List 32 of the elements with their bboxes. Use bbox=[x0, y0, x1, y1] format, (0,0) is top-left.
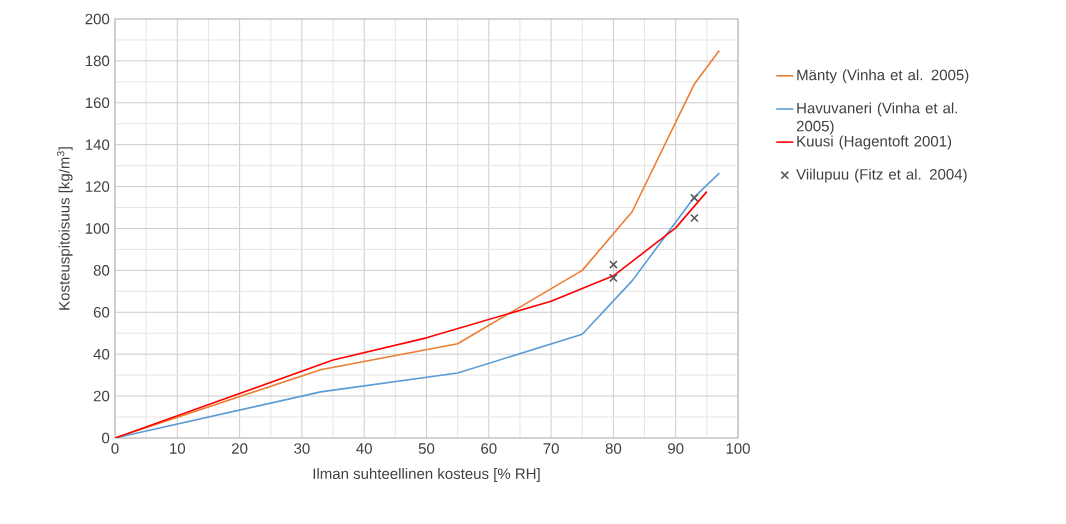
y-tick-label: 40 bbox=[93, 348, 110, 360]
y-tick-label: 60 bbox=[93, 306, 110, 318]
legend-label: Havuvaneri (Vinha et al. 2005) bbox=[796, 102, 958, 135]
y-tick-label: 120 bbox=[85, 181, 110, 192]
point bbox=[690, 193, 699, 203]
x-tick-label: 100 bbox=[726, 443, 750, 454]
x-axis-title: Ilman suhteellinen kosteus [% RH] bbox=[313, 468, 540, 482]
x-tick-label: 80 bbox=[605, 443, 622, 454]
legend-label: Kuusi (Hagentoft 2001) bbox=[797, 135, 952, 150]
legend-label: Mänty (Vinha et al. 2005) bbox=[797, 69, 969, 84]
x-tick-label: 60 bbox=[481, 443, 497, 454]
x-tick-label: 90 bbox=[668, 443, 684, 454]
x-tick-label: 40 bbox=[356, 443, 372, 454]
legend-label: Viilupuu (Fitz et al. 2004) bbox=[796, 168, 967, 183]
y-tick-label: 20 bbox=[93, 390, 110, 402]
y-tick-label: 80 bbox=[93, 265, 110, 276]
point bbox=[609, 273, 618, 283]
x-tick-label: 20 bbox=[232, 443, 248, 454]
x-tick-label: 0 bbox=[111, 443, 119, 454]
point bbox=[609, 260, 618, 269]
y-tick-label: 140 bbox=[85, 139, 110, 150]
y-tick-label: 100 bbox=[85, 223, 110, 234]
x-tick-label: 30 bbox=[294, 443, 310, 454]
y-tick-label: 180 bbox=[85, 55, 110, 67]
x-tick-label: 50 bbox=[418, 443, 435, 454]
x-tick-label: 70 bbox=[543, 443, 559, 454]
y-tick-label: 160 bbox=[85, 97, 110, 109]
y-tick-label: 200 bbox=[85, 13, 110, 25]
y-tick-label: 0 bbox=[102, 432, 110, 444]
x-tick-label: 10 bbox=[170, 443, 186, 454]
point bbox=[690, 213, 699, 223]
y-axis-title: Kosteuspitoisuus [kg/m$^{3}$] bbox=[56, 147, 73, 310]
